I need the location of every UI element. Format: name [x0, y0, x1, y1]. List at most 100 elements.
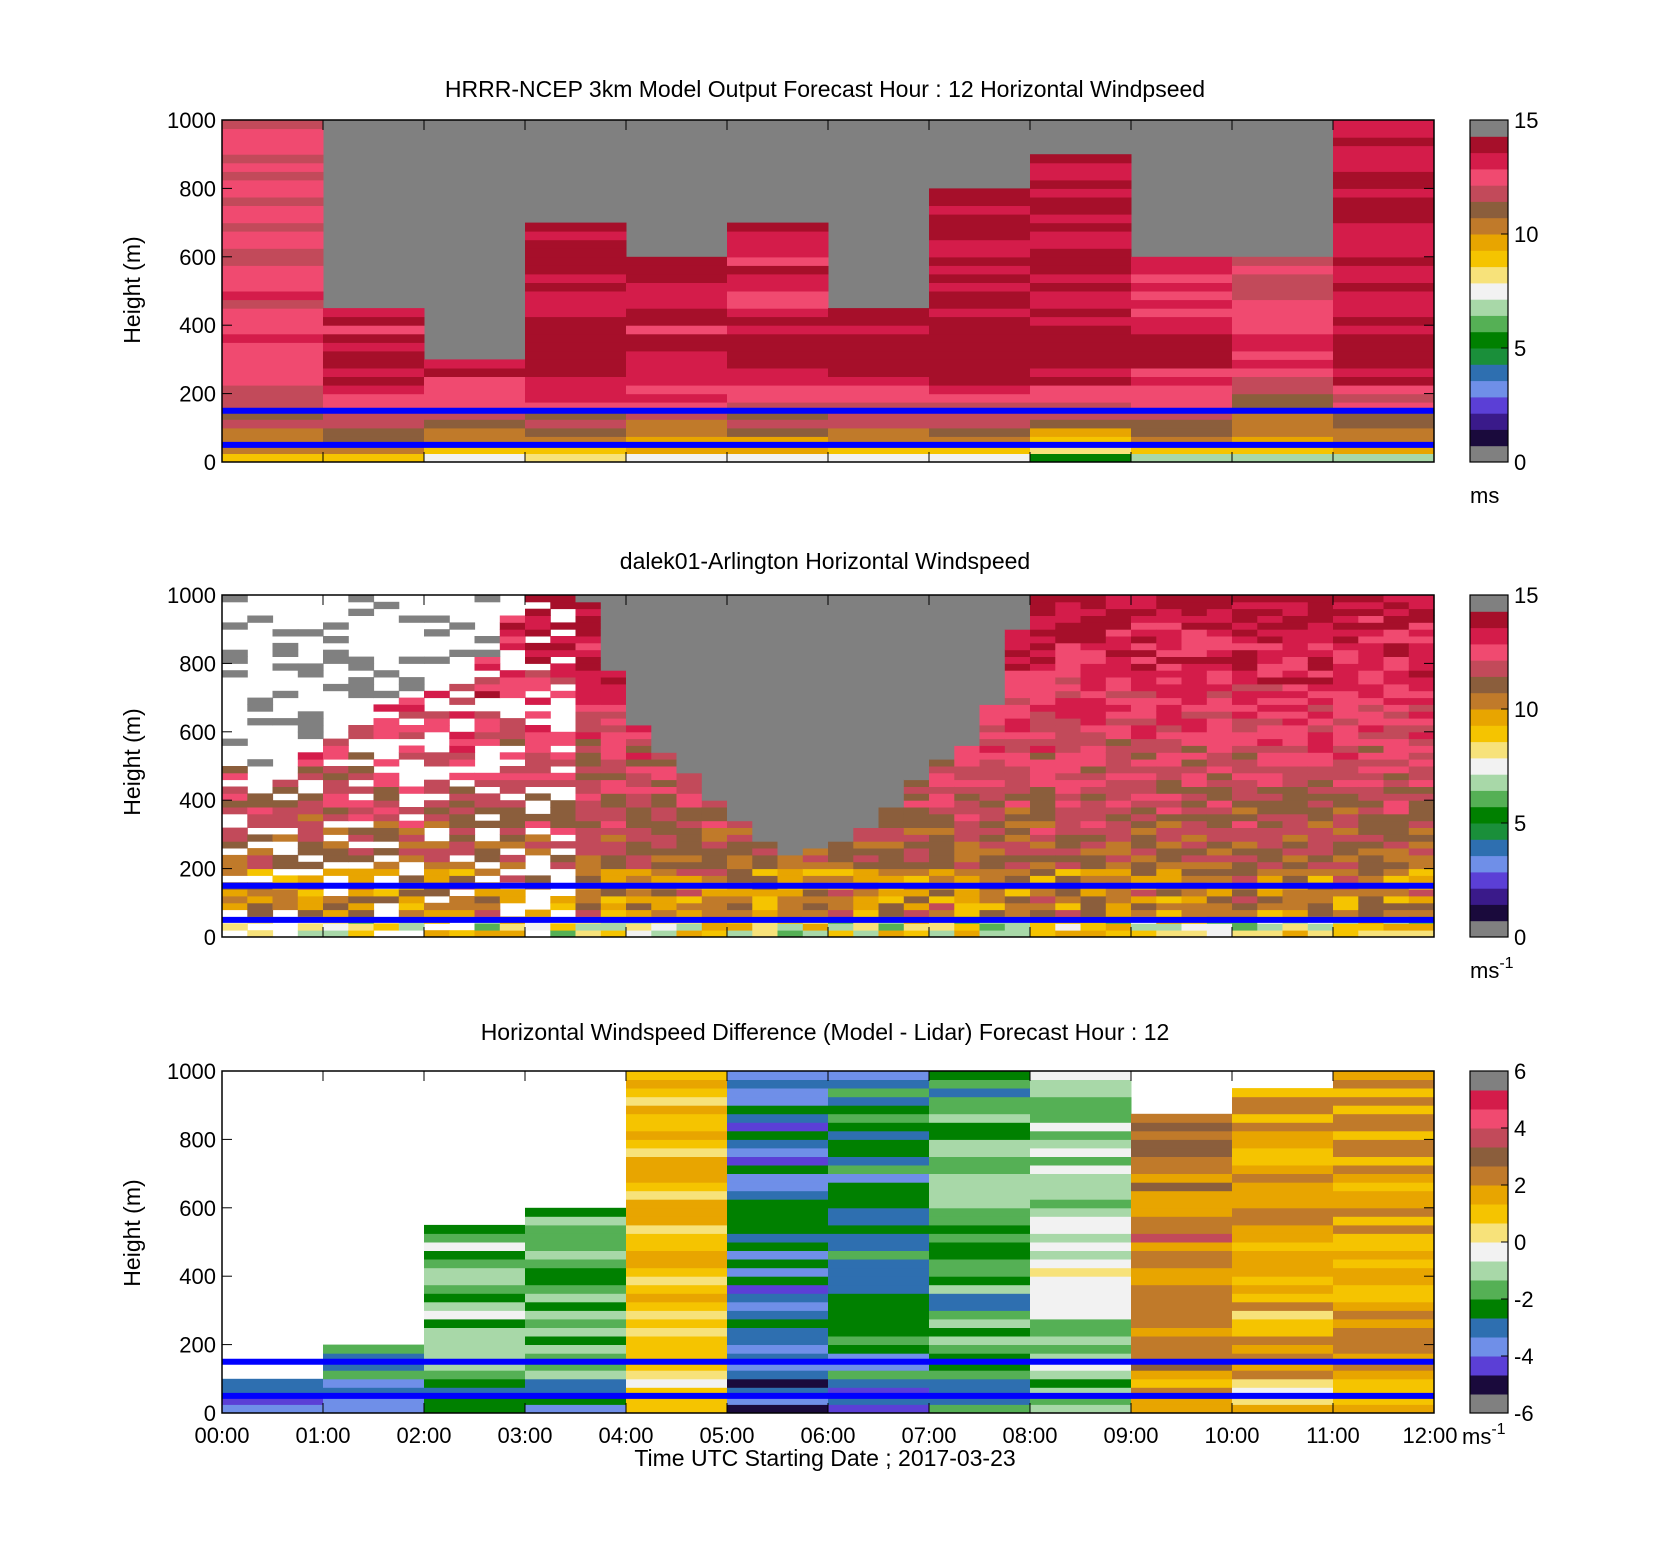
heatmap-cell: [676, 745, 703, 753]
heatmap-cell: [1181, 608, 1208, 616]
heatmap-cell: [398, 854, 425, 863]
heatmap-cell: [272, 902, 299, 911]
heatmap-cell: [1030, 595, 1056, 603]
heatmap-cell: [828, 1293, 930, 1303]
heatmap-cell: [828, 677, 854, 685]
heatmap-cell: [1156, 854, 1183, 863]
heatmap-cell: [449, 807, 476, 815]
heatmap-cell: [575, 718, 602, 726]
heatmap-cell: [802, 704, 829, 712]
heatmap-cell: [222, 427, 324, 437]
heatmap-cell: [600, 820, 627, 828]
colorbar-segment: [1470, 692, 1508, 710]
heatmap-cell: [626, 325, 728, 335]
heatmap-cell: [1131, 308, 1233, 318]
heatmap-cell: [727, 683, 753, 692]
heatmap-cell: [828, 1284, 930, 1294]
heatmap-cell: [323, 1387, 425, 1397]
heatmap-cell: [954, 841, 981, 849]
heatmap-cell: [449, 622, 476, 630]
heatmap-cell: [1257, 677, 1284, 685]
heatmap-cell: [600, 834, 627, 842]
heatmap-cell: [525, 436, 627, 446]
heatmap-cell: [1333, 1319, 1435, 1328]
heatmap-cell: [1358, 889, 1385, 897]
colorbar-segment: [1470, 1166, 1508, 1186]
heatmap-cell: [1232, 1336, 1334, 1345]
heatmap-cell: [525, 1378, 627, 1388]
heatmap-cell: [1004, 725, 1031, 733]
heatmap-cell: [550, 649, 577, 657]
heatmap-cell: [727, 854, 753, 863]
heatmap-cell: [424, 419, 526, 429]
heatmap-cell: [1333, 800, 1359, 808]
heatmap-cell: [727, 731, 753, 740]
heatmap-cell: [1232, 649, 1258, 657]
heatmap-cell: [1004, 615, 1031, 623]
heatmap-cell: [828, 333, 930, 343]
heatmap-cell: [600, 854, 627, 863]
heatmap-cell: [626, 385, 728, 395]
heatmap-cell: [1131, 342, 1233, 352]
heatmap-cell: [1030, 1207, 1132, 1217]
heatmap-cell: [1206, 718, 1233, 726]
heatmap-cell: [1105, 711, 1132, 719]
heatmap-cell: [1080, 690, 1107, 699]
heatmap-cell: [929, 902, 955, 911]
heatmap-cell: [954, 868, 981, 876]
heatmap-cell: [954, 923, 981, 931]
heatmap-cell: [727, 1079, 829, 1089]
heatmap-cell: [474, 683, 501, 692]
heatmap-cell: [626, 595, 652, 603]
heatmap-cell: [1156, 759, 1183, 767]
heatmap-cell: [1232, 1344, 1334, 1354]
heatmap-cell: [853, 800, 880, 808]
heatmap-cell: [954, 793, 981, 801]
heatmap-cell: [651, 656, 678, 664]
heatmap-cell: [1181, 807, 1208, 815]
heatmap-cell: [878, 629, 905, 637]
heatmap-cell: [1131, 636, 1157, 644]
heatmap-cell: [1206, 854, 1233, 863]
heatmap-cell: [1105, 834, 1132, 842]
heatmap-cell: [727, 1165, 829, 1174]
heatmap-cell: [954, 731, 981, 740]
heatmap-cell: [903, 889, 930, 897]
heatmap-cell: [626, 1139, 728, 1149]
heatmap-cell: [1080, 601, 1107, 610]
heatmap-cell: [626, 683, 652, 692]
heatmap-cell: [323, 359, 425, 369]
heatmap-cell: [1030, 1156, 1132, 1166]
heatmap-cell: [777, 731, 804, 740]
heatmap-cell: [575, 766, 602, 774]
heatmap-cell: [1030, 683, 1056, 692]
heatmap-cell: [525, 1207, 627, 1217]
heatmap-cell: [828, 1361, 930, 1371]
heatmap-cell: [676, 786, 703, 794]
heatmap-cell: [1333, 137, 1435, 147]
heatmap-cell: [1333, 807, 1359, 815]
heatmap-cell: [323, 793, 349, 801]
heatmap-cell: [1232, 333, 1334, 343]
heatmap-cell: [1181, 793, 1208, 801]
heatmap-cell: [1131, 670, 1157, 678]
heatmap-cells: [222, 1071, 1435, 1414]
heatmap-cell: [1030, 359, 1132, 369]
heatmap-cell: [878, 909, 905, 917]
heatmap-cell: [752, 608, 779, 616]
heatmap-cell: [550, 663, 577, 671]
heatmap-cell: [727, 889, 753, 897]
heatmap-cell: [1383, 595, 1410, 603]
heatmap-cell: [777, 642, 804, 651]
heatmap-cell: [297, 820, 324, 828]
heatmap-cell: [1257, 731, 1284, 740]
heatmap-cell: [1131, 1310, 1233, 1320]
heatmap-cell: [398, 711, 425, 719]
heatmap-cell: [525, 1233, 627, 1243]
heatmap-cell: [1131, 299, 1233, 309]
colorbar-segment: [1470, 266, 1508, 284]
heatmap-cell: [878, 718, 905, 726]
colorbar-segment: [1470, 315, 1508, 333]
heatmap-cell: [600, 800, 627, 808]
heatmap-cell: [929, 656, 955, 664]
